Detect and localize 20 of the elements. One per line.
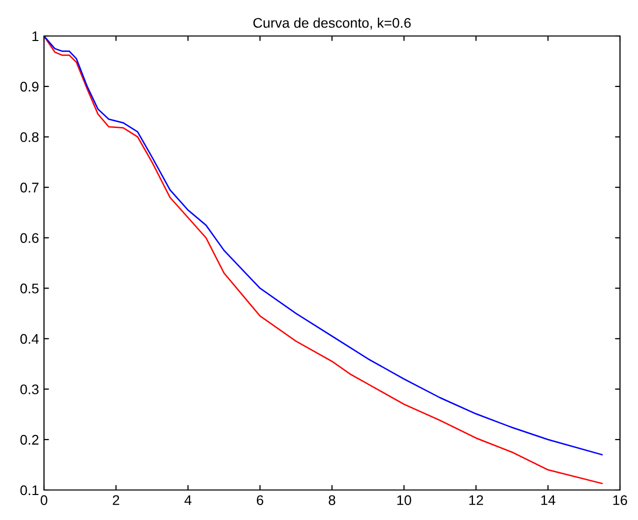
y-tick-label: 0.6 — [20, 233, 39, 243]
x-tick-label: 4 — [184, 495, 192, 505]
y-tick-label: 0.2 — [20, 434, 38, 445]
x-tick-label: 2 — [112, 495, 120, 505]
y-tick-label: 0.3 — [20, 384, 39, 394]
y-tick-label: 1 — [32, 31, 38, 42]
y-tick-label: 0.5 — [20, 284, 39, 294]
chart-title: Curva de desconto, k=0.6 — [253, 18, 411, 30]
x-tick-label: 8 — [328, 495, 336, 506]
y-tick-label: 0.1 — [20, 485, 38, 496]
y-tick-label: 0.8 — [20, 132, 39, 142]
x-tick-label: 14 — [541, 495, 556, 505]
x-tick-label: 12 — [469, 495, 484, 505]
x-tick-label: 16 — [613, 495, 628, 506]
y-tick-label: 0.4 — [20, 334, 39, 344]
y-tick-label: 0.9 — [20, 82, 38, 92]
y-tick-label: 0.7 — [20, 182, 38, 193]
x-tick-label: 0 — [40, 495, 48, 506]
x-tick-label: 10 — [397, 495, 412, 506]
x-tick-label: 6 — [256, 495, 264, 506]
